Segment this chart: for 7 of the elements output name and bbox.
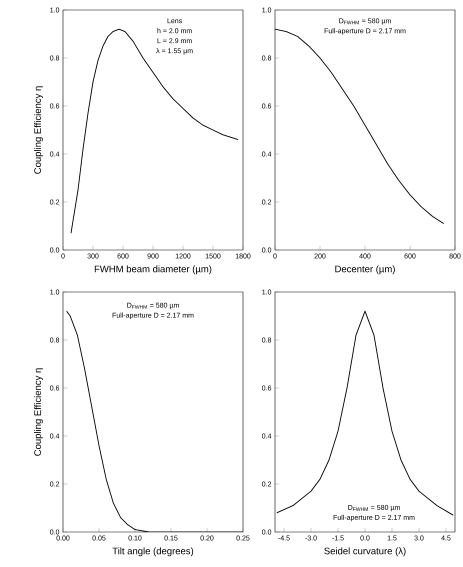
y-axis-title: Coupling Efficiency η: [34, 368, 43, 456]
x-axis-title: FWHM beam diameter (µm): [94, 265, 212, 274]
x-axis-title: Decenter (µm): [335, 265, 395, 274]
x-axis-title: Tilt angle (degrees): [112, 547, 194, 556]
y-axis-title: Coupling Efficiency η: [34, 86, 43, 174]
line-series: [70, 28, 238, 234]
x-axis-title: Seidel curvature (λ): [324, 547, 406, 556]
